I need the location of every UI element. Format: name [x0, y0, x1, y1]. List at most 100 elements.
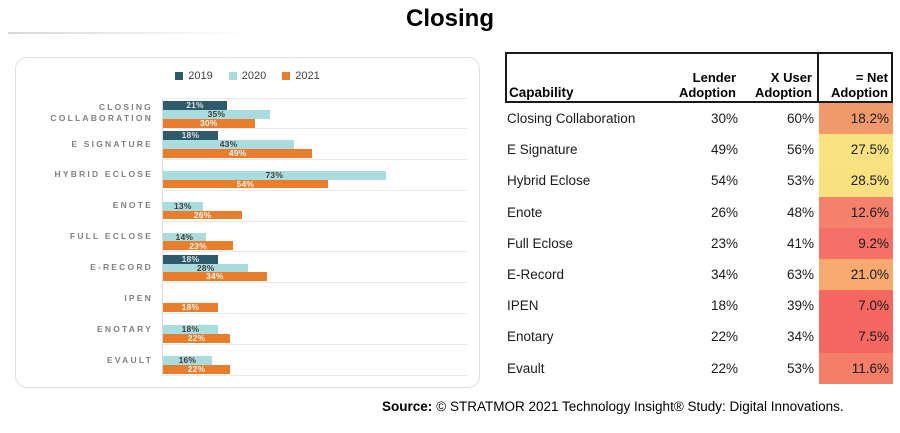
bar-value-label: 13%: [174, 200, 192, 211]
bar-2021: 18%: [163, 302, 218, 313]
net-adoption-cell: 9.2%: [819, 227, 893, 259]
bar-value-label: 22%: [187, 333, 206, 344]
bar-value-label: 18%: [181, 130, 200, 141]
table-row: Hybrid Eclose 54% 53% 28.5%: [505, 165, 893, 197]
source-text: © STRATMOR 2021 Technology Insight® Stud…: [436, 399, 844, 414]
x-user-adoption-cell: 34%: [786, 329, 814, 345]
table-row: Evault 22% 53% 11.6%: [505, 352, 893, 384]
bar-2020: 43%: [163, 139, 295, 149]
bar-2019: 21%: [163, 101, 228, 111]
bar-2021: 26%: [163, 210, 243, 220]
bar-2019: 18%: [163, 131, 218, 140]
legend-label: 2021: [295, 70, 320, 82]
capability-cell: Full Eclose: [507, 235, 574, 251]
chart-row: E SIGNATURE 18% 43% 49%: [16, 128, 479, 160]
bar-value-label: 35%: [207, 109, 226, 120]
legend-swatch-icon: [282, 72, 291, 80]
net-adoption-cell: 11.6%: [819, 352, 893, 384]
net-adoption-cell: 7.5%: [819, 321, 893, 353]
chart-row: HYBRID ECLOSE 73% 54%: [16, 159, 479, 191]
header-capability: Capability: [509, 85, 574, 100]
bar-value-label: 23%: [189, 240, 207, 251]
plot-area: 16% 22%: [162, 345, 467, 377]
source-label: Source:: [382, 399, 433, 414]
lender-adoption-cell: 34%: [710, 267, 738, 283]
plot-area: 18% 28% 34%: [162, 252, 467, 284]
net-adoption-cell: 21.0%: [819, 258, 893, 291]
table-header-row: Capability Lender Adoption X User Adopti…: [505, 52, 893, 103]
bar-value-label: 54%: [236, 178, 255, 189]
bar-chart: CLOSING COLLABORATION 21% 35% 30% E SIGNATUR…: [16, 98, 479, 377]
category-label: E SIGNATURE: [16, 129, 162, 160]
plot-area: 18% 22%: [162, 314, 467, 346]
net-adoption-cell: 12.6%: [819, 196, 893, 228]
bar-2021: 30%: [163, 118, 255, 128]
bar-value-label: 18%: [181, 302, 200, 313]
capability-cell: Enote: [507, 204, 543, 220]
bar-value-label: 34%: [206, 271, 224, 282]
header-x-user-adoption: X User Adoption: [754, 70, 812, 100]
bar-2020: 28%: [163, 262, 249, 273]
source-note: Source: © STRATMOR 2021 Technology Insigh…: [382, 399, 844, 414]
category-label: EVAULT: [16, 345, 162, 376]
chart-row: ENOTARY 18% 22%: [16, 314, 479, 346]
net-adoption-cell: 27.5%: [819, 134, 893, 166]
plot-area: 13% 26%: [162, 190, 467, 222]
chart-row: ENOTE 13% 26%: [16, 190, 479, 222]
decorative-divider-line: [8, 32, 248, 34]
capability-cell: E-Record: [507, 267, 565, 283]
header-net-adoption: = Net Adoption: [817, 54, 891, 101]
header-lender-adoption: Lender Adoption: [678, 70, 736, 100]
adoption-bar-chart-card: 2019 2020 2021 CLOSING COLLABORATION 21% 35%…: [15, 57, 480, 388]
legend-swatch-icon: [228, 72, 237, 80]
bar-2019: 18%: [163, 254, 218, 264]
x-user-adoption-cell: 53%: [786, 360, 814, 376]
lender-adoption-cell: 23%: [710, 235, 738, 251]
category-label: E-RECORD: [16, 252, 162, 283]
chart-row: EVAULT 16% 22%: [16, 345, 479, 377]
capability-cell: E Signature: [507, 142, 578, 158]
category-label-text: E SIGNATURE: [71, 138, 153, 149]
table-body: Closing Collaboration 30% 60% 18.2% E Signat…: [505, 103, 893, 384]
bar-2020: 13%: [163, 200, 203, 211]
category-label: CLOSING COLLABORATION: [16, 98, 162, 129]
page-title: Closing: [406, 5, 494, 32]
category-label-text: ENOTARY: [96, 323, 153, 334]
bar-2020: 16%: [163, 355, 212, 366]
bar-value-label: 14%: [175, 231, 194, 242]
table-row: Enote 26% 48% 12.6%: [505, 196, 893, 228]
bar-value-label: 73%: [265, 170, 284, 181]
chart-row: E-RECORD 18% 28% 34%: [16, 252, 479, 284]
plot-area: 14% 23%: [162, 221, 467, 253]
table-row: Enotary 22% 34% 7.5%: [505, 321, 893, 353]
x-user-adoption-cell: 39%: [786, 298, 814, 314]
table-row: E-Record 34% 63% 21.0%: [505, 258, 893, 291]
lender-adoption-cell: 22%: [710, 329, 738, 345]
x-user-adoption-cell: 56%: [786, 142, 814, 158]
legend-item-2021: 2021: [282, 70, 320, 82]
category-label-text: CLOSING COLLABORATION: [50, 101, 153, 124]
net-adoption-cell: 7.0%: [819, 290, 893, 322]
bar-2020: 73%: [163, 170, 386, 181]
bar-2021: 54%: [163, 178, 328, 189]
category-label-text: IPEN: [124, 293, 153, 304]
capability-cell: Closing Collaboration: [507, 111, 636, 127]
bar-2021: 23%: [163, 240, 234, 251]
table-row: E Signature 49% 56% 27.5%: [505, 134, 893, 166]
lender-adoption-cell: 54%: [710, 173, 738, 189]
x-user-adoption-cell: 48%: [786, 204, 814, 220]
table-row: IPEN 18% 39% 7.0%: [505, 290, 893, 322]
bar-2021: 22%: [163, 333, 231, 344]
lender-adoption-cell: 30%: [710, 111, 738, 127]
lender-adoption-cell: 18%: [710, 298, 738, 314]
bar-value-label: 28%: [196, 262, 215, 273]
x-user-adoption-cell: 53%: [786, 173, 814, 189]
plot-area: 18%: [162, 283, 467, 315]
net-adoption-cell: 18.2%: [819, 103, 893, 135]
category-label: ENOTE: [16, 191, 162, 222]
plot-area: 73% 54%: [162, 159, 467, 191]
bar-value-label: 16%: [178, 355, 197, 366]
bar-2020: 14%: [163, 231, 206, 242]
x-user-adoption-cell: 41%: [786, 235, 814, 251]
bar-value-label: 18%: [181, 324, 200, 335]
